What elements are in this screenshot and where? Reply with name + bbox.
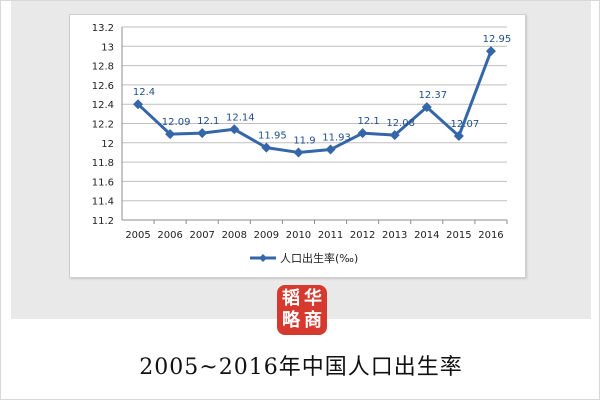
x-tick-label: 2007 [189, 230, 214, 241]
x-tick-label: 2006 [157, 230, 182, 241]
logo-char: 华 [304, 288, 322, 309]
data-point-marker [133, 99, 144, 110]
logo-char: 商 [304, 310, 322, 331]
data-point-marker [165, 129, 176, 140]
y-tick-label: 13.2 [92, 23, 114, 34]
data-point-marker [421, 102, 432, 113]
logo-badge: 韬 华 略 商 [277, 285, 327, 335]
y-tick-label: 12.6 [92, 81, 114, 92]
data-label: 12.07 [451, 119, 480, 130]
y-tick-label: 11.8 [92, 158, 114, 169]
page-caption: 2005~2016年中国人口出生率 [139, 355, 463, 380]
x-tick-label: 2014 [414, 230, 439, 241]
y-tick-label: 12.2 [92, 120, 114, 131]
data-label: 12.09 [162, 117, 191, 128]
y-tick-label: 13 [101, 42, 114, 53]
y-tick-label: 11.4 [92, 197, 114, 208]
legend-label: 人口出生率(‰) [280, 251, 358, 265]
data-point-marker [261, 142, 272, 153]
x-tick-label: 2009 [254, 230, 279, 241]
line-chart: 11.2 11.4 11.6 11.8 12 12.2 12.4 12.6 12.8 13 13.2… [92, 23, 512, 265]
data-point-marker [389, 130, 400, 141]
data-label: 12.1 [197, 116, 219, 127]
data-label: 12.95 [483, 34, 512, 45]
data-label: 12.37 [418, 90, 447, 101]
x-tick-label: 2005 [125, 230, 150, 241]
data-point-marker [293, 147, 304, 158]
data-point-marker [453, 131, 464, 142]
data-point-marker [325, 144, 336, 155]
logo-char: 韬 [282, 288, 300, 309]
x-tick-label: 2013 [382, 230, 407, 241]
data-label: 12.4 [133, 87, 155, 98]
y-tick-label: 12.4 [92, 100, 114, 111]
data-label: 11.9 [293, 135, 315, 146]
x-tick-label: 2008 [222, 230, 247, 241]
data-point-marker [485, 46, 496, 57]
legend-marker-swatch [259, 254, 267, 262]
x-tick-label: 2016 [478, 230, 503, 241]
chart-area: 11.2 11.4 11.6 11.8 12 12.2 12.4 12.6 12.8 13 13.2… [69, 14, 526, 278]
data-label: 12.08 [386, 118, 415, 129]
series-line [137, 50, 493, 154]
logo-char: 略 [282, 310, 300, 331]
data-label: 11.95 [258, 131, 287, 142]
data-point-marker [197, 128, 208, 139]
y-tick-label: 11.2 [92, 216, 114, 227]
data-label: 12.1 [357, 116, 379, 127]
y-tick-label: 11.6 [92, 177, 114, 188]
x-tick-label: 2012 [350, 230, 375, 241]
data-point-marker [229, 124, 240, 135]
y-tick-label: 12 [101, 139, 114, 150]
x-tick-label: 2010 [286, 230, 311, 241]
data-label: 11.93 [322, 133, 351, 144]
data-point-marker [357, 128, 368, 139]
x-tick-label: 2015 [446, 230, 471, 241]
data-label: 12.14 [226, 112, 255, 123]
y-tick-label: 12.8 [92, 62, 114, 73]
x-tick-label: 2011 [318, 230, 343, 241]
